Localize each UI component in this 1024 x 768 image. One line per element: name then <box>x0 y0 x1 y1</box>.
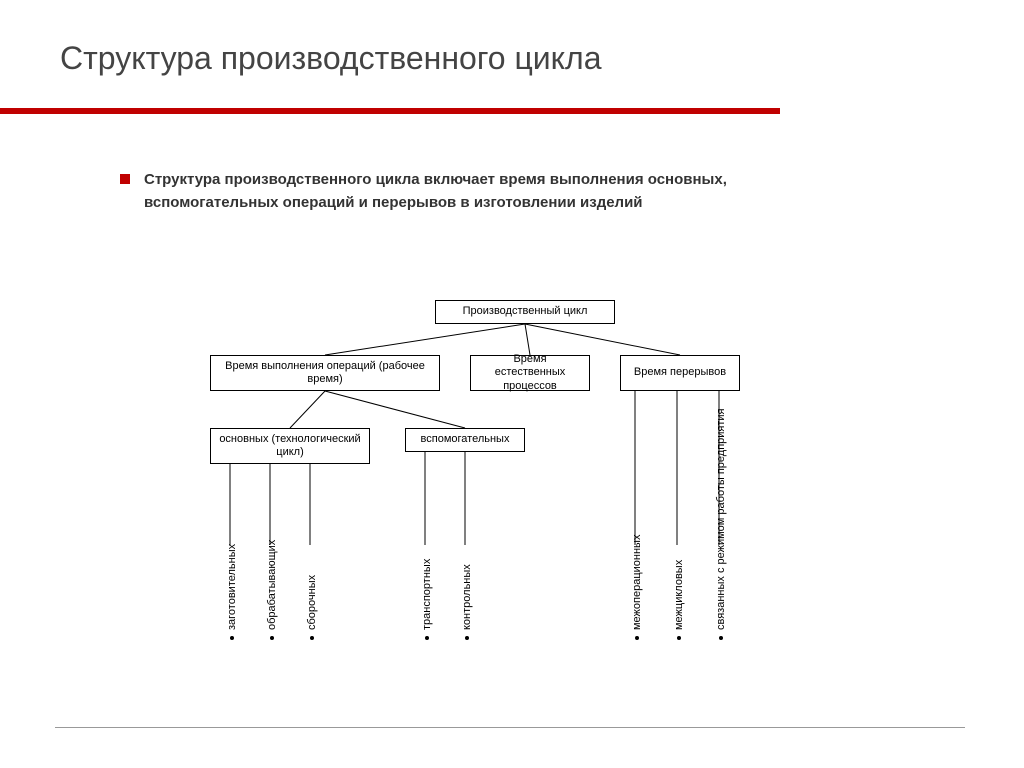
leaf-aux-0: транспортных <box>421 559 433 640</box>
bullet-icon <box>120 174 130 184</box>
node-work: Время выполнения операций (рабочее время… <box>210 355 440 391</box>
node-natural: Время естественных процессов <box>470 355 590 391</box>
node-main: основных (технологический цикл) <box>210 428 370 464</box>
node-breaks: Время перерывов <box>620 355 740 391</box>
diagram: Производственный цикл Время выполнения оп… <box>210 300 870 680</box>
leaf-main-2: сборочных <box>306 575 318 640</box>
node-aux: вспомогательных <box>405 428 525 452</box>
leaf-breaks-2: связанных с режимом работы предприятия <box>715 408 727 640</box>
bullet-row: Структура производственного цикла включа… <box>120 168 800 215</box>
leaf-aux-1: контрольных <box>461 564 473 640</box>
bullet-text: Структура производственного цикла включа… <box>144 168 800 215</box>
slide-title: Структура производственного цикла <box>60 40 602 77</box>
title-underline <box>0 108 780 114</box>
footer-rule <box>55 727 965 728</box>
leaf-breaks-0: межоперационных <box>631 535 643 640</box>
leaf-breaks-1: межцикловых <box>673 560 685 640</box>
leaf-main-1: обрабатывающих <box>266 540 278 640</box>
node-root: Производственный цикл <box>435 300 615 324</box>
leaf-main-0: заготовительных <box>226 544 238 640</box>
